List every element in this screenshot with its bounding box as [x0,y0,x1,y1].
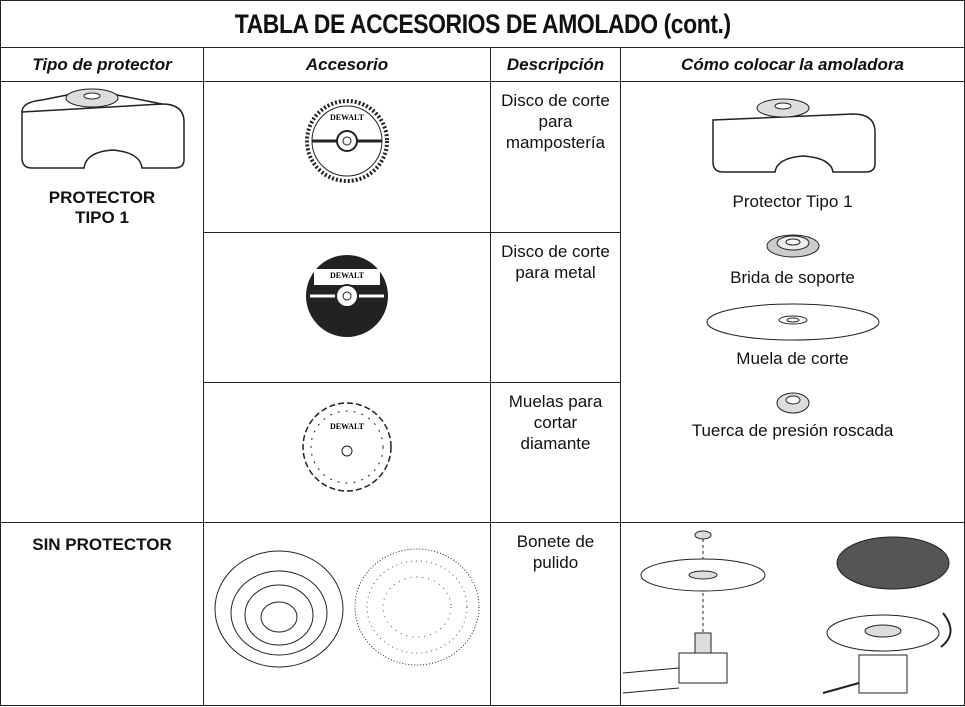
polishing-assembly [622,530,952,694]
metal-disc: DEWALT [306,255,388,337]
header: Descripción [490,47,621,82]
assembly-label: Protector Tipo 1 [732,192,853,211]
guard-illustration [711,98,876,173]
assembly-label: Brida de soporte [730,268,855,287]
protector-label: PROTECTOR TIPO 1 [48,188,156,227]
nut-illustration [776,392,810,414]
wheel-illustration [706,303,880,341]
description: Disco de corte para mampostería [490,81,621,233]
assembly-label: Muela de corte [736,349,849,368]
assembly-label: Tuerca de presión roscada [691,421,894,440]
header: Accesorio [203,47,491,82]
protector-label: SIN PROTECTOR [0,522,204,706]
brand-logo: DEWALT [330,113,365,122]
brand-logo: DEWALT [330,422,365,431]
flange-illustration [766,234,820,258]
description: Muelas para cortar diamante [490,382,621,523]
assembly-cell: Protector Tipo 1 Brida de soporte Muela … [619,81,965,523]
masonry-disc: DEWALT [305,99,389,183]
accessory-cell: DEWALT [203,81,491,233]
diamond-disc: DEWALT [302,402,392,492]
protector-cell: PROTECTOR TIPO 1 [0,81,204,523]
polishing-accessories [214,548,480,668]
description: Disco de corte para metal [490,232,621,383]
brand-logo: DEWALT [330,271,365,280]
accessory-cell [203,522,491,706]
header: Tipo de protector [0,47,204,82]
accessory-cell: DEWALT [203,232,491,383]
assembly-cell [619,522,965,706]
accessory-cell: DEWALT [203,382,491,523]
guard-illustration [21,88,185,169]
table-title: TABLA DE ACCESORIOS DE AMOLADO (cont.) [0,0,965,48]
title-text: TABLA DE ACCESORIOS DE AMOLADO (cont.) [234,8,731,39]
header: Cómo colocar la amoladora [619,47,965,82]
description: Bonete de pulido [490,522,621,706]
